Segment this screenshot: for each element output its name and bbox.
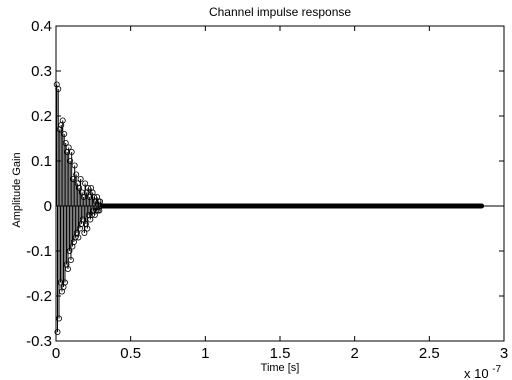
stem-marker: [75, 234, 82, 241]
x-tick-label: 2: [350, 345, 358, 362]
stem-marker: [67, 157, 74, 164]
x-tick-label: 2.5: [419, 345, 440, 362]
x-multiplier-base: x 10: [464, 366, 489, 380]
stem-marker: [67, 256, 74, 263]
x-tick-label: 0.5: [120, 345, 141, 362]
x-tick-label: 1.5: [270, 345, 291, 362]
y-tick-label: 0.1: [31, 153, 52, 170]
stem-marker: [76, 184, 83, 191]
stem-marker: [64, 265, 71, 272]
axes-frame: [55, 25, 505, 342]
y-tick-label: 0.3: [31, 63, 52, 80]
plot-area: 0 0.5 1 1.5 2 2.5 3 -0.3 -0.2 -0.1 0 0.1 0.2 0.3 0.4: [26, 18, 508, 362]
stem-marker: [71, 162, 78, 169]
stem-marker: [73, 171, 80, 178]
stem-marker: [82, 180, 89, 187]
stem-marker: [97, 202, 104, 209]
y-tick-label: -0.3: [26, 333, 52, 350]
stem-marker: [59, 117, 66, 124]
stem-marker: [97, 198, 104, 205]
y-tick-label: -0.1: [26, 243, 52, 260]
y-tick-label: 0.2: [31, 108, 52, 125]
x-tick-label: 0: [52, 345, 60, 362]
stem-marker: [61, 279, 68, 286]
x-tick-label: 1: [201, 345, 209, 362]
stem-marker: [61, 130, 68, 137]
y-tick-label: -0.2: [26, 288, 52, 305]
x-tick-label: 3: [500, 345, 508, 362]
stem-marker: [68, 148, 75, 155]
y-axis-label: Amplitude Gain: [11, 152, 23, 227]
stem-marker: [55, 86, 62, 93]
x-axis-label: Time [s]: [261, 362, 300, 374]
x-multiplier-label: x 10 -7: [464, 364, 502, 380]
stem-marker: [54, 328, 61, 335]
stem-marker: [84, 225, 91, 232]
stem-marker: [55, 315, 62, 322]
y-tick-label: 0: [44, 198, 52, 215]
stem-marker: [65, 144, 72, 151]
y-tick-label: 0.4: [31, 18, 52, 35]
chart-title: Channel impulse response: [209, 5, 351, 19]
x-multiplier-exponent: -7: [492, 364, 501, 375]
stem-marker: [77, 175, 84, 182]
stem-marker: [81, 229, 88, 236]
stem-marker: [62, 139, 69, 146]
stem-marker: [66, 247, 73, 254]
